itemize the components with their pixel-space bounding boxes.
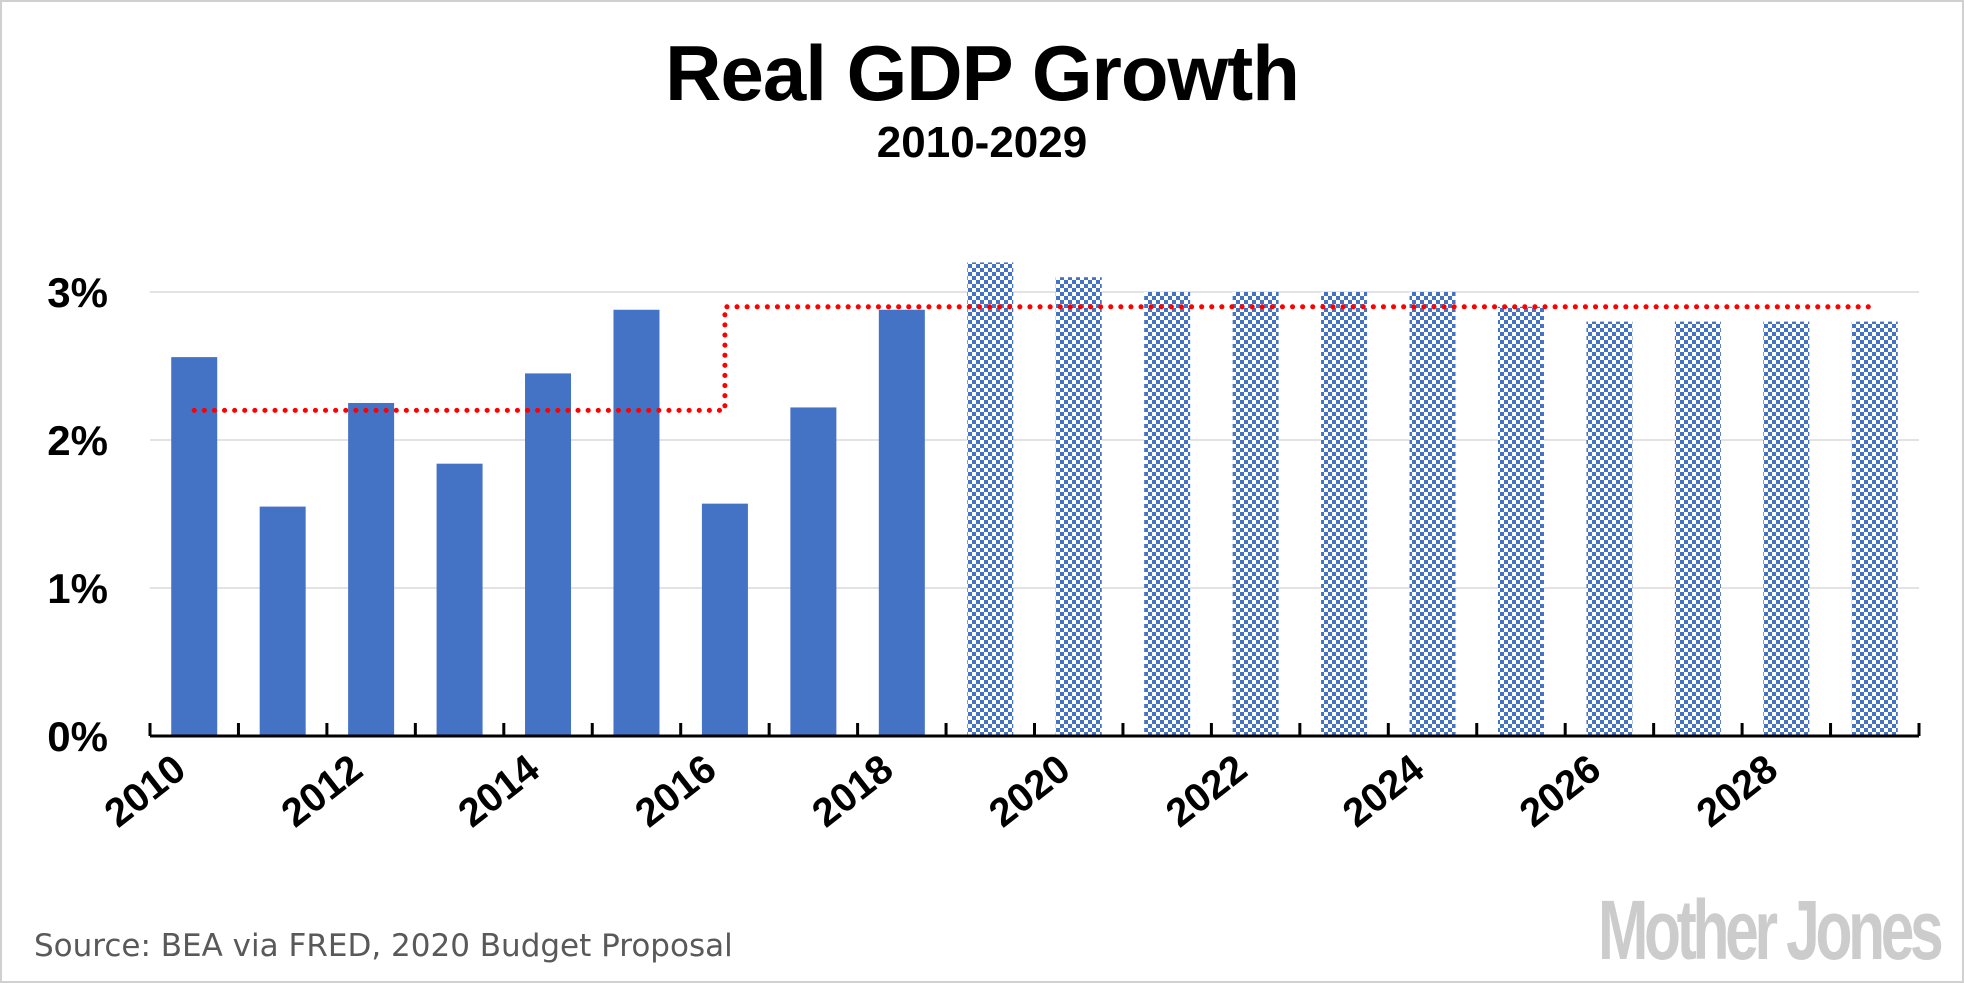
bar-2010 xyxy=(171,357,218,736)
y-tick-label: 0% xyxy=(47,713,108,760)
y-tick-label: 3% xyxy=(47,269,108,316)
y-tick-label: 1% xyxy=(47,565,108,612)
bar-2029 xyxy=(1851,321,1898,736)
bar-2017 xyxy=(790,407,837,736)
source-note: Source: BEA via FRED, 2020 Budget Propos… xyxy=(34,928,733,964)
x-tick-label: 2024 xyxy=(1335,746,1433,836)
bars xyxy=(171,262,1898,736)
bar-2023 xyxy=(1321,292,1368,736)
x-axis xyxy=(148,723,1921,738)
gridlines xyxy=(150,291,1919,589)
bar-2018 xyxy=(878,309,925,736)
x-tick-label: 2020 xyxy=(981,746,1078,835)
mother-jones-logo: Mother Jones xyxy=(1598,883,1944,977)
bar-2015 xyxy=(613,309,660,736)
x-tick-label: 2026 xyxy=(1512,746,1609,835)
x-tick-label: 2010 xyxy=(97,746,194,835)
x-axis-labels: 2010 2012 2014 2016 2018 2020 2022 2024 2026 2028 xyxy=(97,746,1786,836)
bar-2028 xyxy=(1763,321,1810,736)
chart-subtitle: 2010-2029 xyxy=(876,118,1088,167)
x-tick-label: 2022 xyxy=(1158,746,1255,835)
x-tick-label: 2018 xyxy=(804,746,901,835)
y-tick-label: 2% xyxy=(47,417,108,464)
bar-2019 xyxy=(967,262,1014,736)
bar-2027 xyxy=(1674,321,1721,736)
bar-2012 xyxy=(348,403,395,736)
x-tick-label: 2028 xyxy=(1689,746,1786,835)
bar-2013 xyxy=(436,463,483,736)
bar-2016 xyxy=(701,503,748,736)
bar-2025 xyxy=(1497,306,1544,736)
bar-2014 xyxy=(525,373,572,736)
bar-2020 xyxy=(1055,277,1102,736)
y-axis-labels: 0% 1% 2% 3% xyxy=(47,269,108,760)
bar-2022 xyxy=(1232,292,1279,736)
bar-2021 xyxy=(1144,292,1191,736)
x-tick-label: 2016 xyxy=(627,746,724,835)
bar-2024 xyxy=(1409,292,1456,736)
chart-title: Real GDP Growth xyxy=(665,29,1300,117)
bar-2011 xyxy=(259,506,306,736)
x-tick-label: 2014 xyxy=(450,746,548,836)
x-tick-label: 2012 xyxy=(273,746,370,835)
bar-2026 xyxy=(1586,321,1633,736)
